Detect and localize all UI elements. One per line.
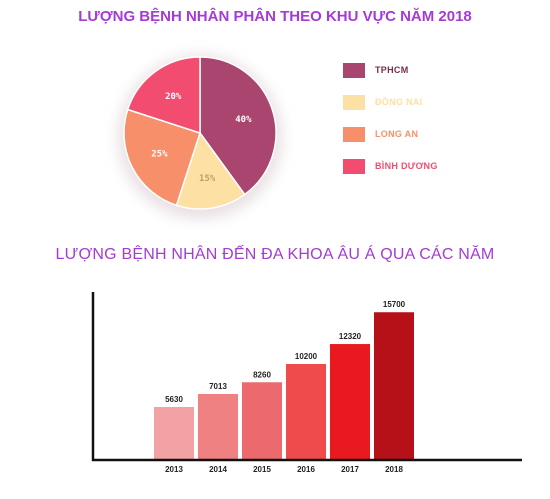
bar-value-label: 12320 xyxy=(339,332,362,341)
bar-value-label: 7013 xyxy=(209,382,227,391)
legend-label: BÌNH DƯƠNG xyxy=(375,161,438,171)
bar-2014 xyxy=(198,393,238,460)
bar-chart: 5630 2013 7013 2014 8260 2015 10200 2016 12320 20… xyxy=(91,292,522,474)
x-tick-label: 2015 xyxy=(253,465,271,474)
pie-chart-title: LƯỢNG BỆNH NHÂN PHÂN THEO KHU VỰC NĂM 20… xyxy=(78,8,472,25)
pie-slice-label: 20% xyxy=(165,92,182,102)
x-tick-label: 2018 xyxy=(385,465,403,474)
bar-value-label: 10200 xyxy=(295,352,318,361)
bar-value-label: 8260 xyxy=(253,370,271,379)
legend-swatch xyxy=(343,63,365,78)
x-tick-label: 2013 xyxy=(165,465,183,474)
x-tick-label: 2017 xyxy=(341,465,359,474)
pie-slice-đồng-nai xyxy=(175,131,246,210)
pie-slice-tphcm xyxy=(199,56,277,196)
legend-swatch xyxy=(343,95,365,110)
pie-slice-bình-dương xyxy=(126,56,201,135)
legend-swatch xyxy=(343,159,365,174)
pie-slice-label: 40% xyxy=(235,115,252,125)
bar-chart-title: LƯỢNG BỆNH NHÂN ĐẾN ĐA KHOA ÂU Á QUA CÁC… xyxy=(55,246,495,263)
bar-2017 xyxy=(330,344,370,460)
x-tick-label: 2016 xyxy=(297,465,315,474)
legend-swatch xyxy=(343,127,365,142)
bar-2013 xyxy=(154,407,194,460)
legend-label: LONG AN xyxy=(375,129,419,139)
legend-label: TPHCM xyxy=(375,65,409,75)
bar-value-label: 15700 xyxy=(383,300,406,309)
pie-chart: 40% 15% 25% 20% xyxy=(118,55,282,219)
pie-slice-label: 15% xyxy=(199,174,216,184)
x-tick-label: 2014 xyxy=(209,465,227,474)
bar-value-label: 5630 xyxy=(165,395,183,404)
pie-slice-label: 25% xyxy=(151,150,168,160)
legend-label: ĐỒNG NAI xyxy=(375,97,423,107)
bar-2016 xyxy=(286,364,326,460)
pie-slice-long-an xyxy=(123,108,201,207)
bar-2018 xyxy=(374,312,414,460)
bar-2015 xyxy=(242,382,282,460)
